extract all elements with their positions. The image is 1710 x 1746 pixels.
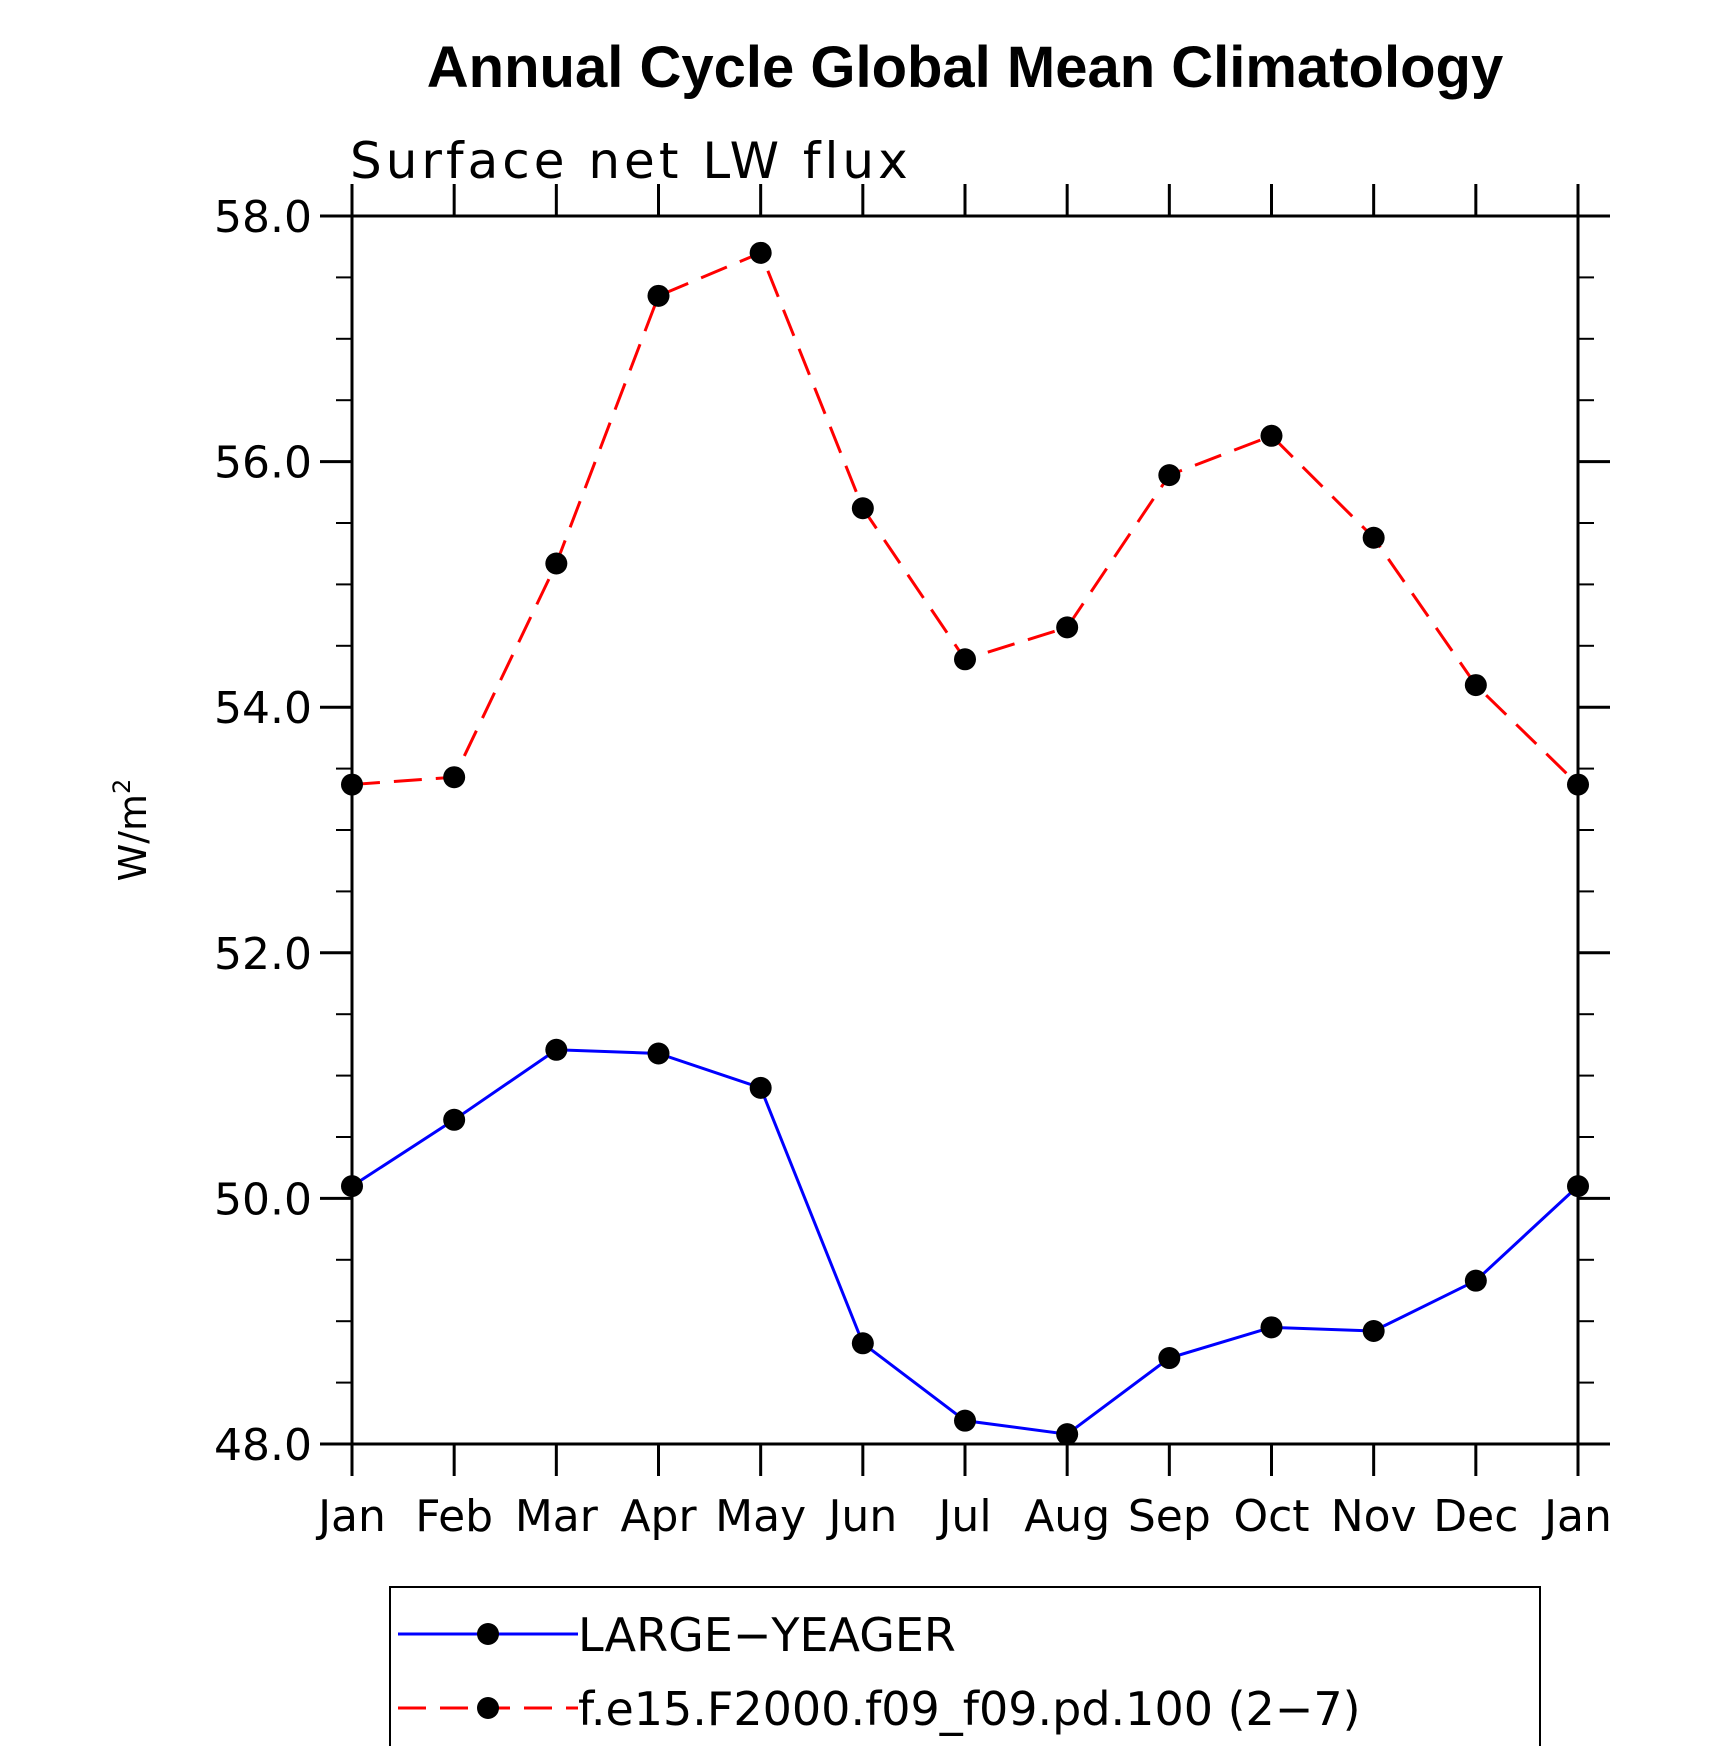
y-tick-label: 56.0 <box>214 438 312 489</box>
series-line-1 <box>351 1048 1580 1436</box>
series-1-point <box>954 1409 976 1432</box>
legend-marker-1 <box>477 1623 499 1645</box>
series-2-point <box>1567 773 1589 796</box>
legend-marker-2 <box>477 1697 499 1719</box>
chart-title: Annual Cycle Global Mean Climatology <box>427 35 1503 100</box>
series-1-point <box>647 1042 670 1065</box>
x-tick-label: Feb <box>415 1491 493 1542</box>
series-1-point <box>1362 1320 1385 1343</box>
x-tick-label: Jan <box>315 1491 386 1542</box>
series-2-point <box>1362 526 1385 549</box>
y-axis-label-text: W/m <box>111 794 155 881</box>
series-1-point <box>1056 1423 1079 1446</box>
y-axis-label-superscript: 2 <box>108 779 136 794</box>
series-1-point <box>851 1332 874 1355</box>
tick-labels: Jan Feb Mar Apr May Jun Jul Aug Sep Oct Nov Dec Jan4… <box>214 192 1612 1542</box>
series-1-point <box>1158 1347 1181 1370</box>
series-layer <box>341 241 1589 1446</box>
legend-box <box>389 1586 1541 1746</box>
chart-subtitle: Surface net LW flux <box>350 132 912 190</box>
axis-ticks <box>320 184 1610 1476</box>
series-2-point <box>1464 674 1487 697</box>
series-2-point <box>1056 616 1079 639</box>
legend: LARGE−YEAGER f.e15.F2000.f09_f09.pd.100 (… <box>398 1608 1361 1736</box>
x-tick-label: Jan <box>1541 1491 1612 1542</box>
series-2-point <box>954 648 976 671</box>
series-2-point <box>545 552 568 575</box>
x-tick-label: May <box>715 1491 806 1542</box>
legend-label-2: f.e15.F2000.f09_f09.pd.100 (2−7) <box>578 1682 1361 1736</box>
x-tick-label: Oct <box>1233 1491 1309 1542</box>
plot-frame <box>350 214 1580 1446</box>
x-tick-label: Sep <box>1128 1491 1211 1542</box>
x-tick-label: Aug <box>1024 1491 1110 1542</box>
series-1-point <box>1464 1269 1487 1292</box>
x-tick-label: Dec <box>1433 1491 1518 1542</box>
series-1-point <box>443 1108 466 1131</box>
series-1-point <box>1567 1175 1589 1198</box>
x-tick-label: Mar <box>515 1491 599 1542</box>
x-tick-label: Apr <box>620 1491 697 1542</box>
series-1-point <box>545 1038 568 1061</box>
series-2-point <box>647 284 670 307</box>
y-tick-label: 54.0 <box>214 683 312 734</box>
y-tick-label: 58.0 <box>214 192 312 243</box>
series-line-2 <box>351 250 1580 787</box>
series-2-point <box>1158 464 1181 487</box>
series-1-point <box>341 1175 363 1198</box>
x-tick-label: Jun <box>825 1491 897 1542</box>
series-1-point <box>1260 1316 1283 1339</box>
y-tick-label: 48.0 <box>214 1420 312 1471</box>
series-1-point <box>749 1076 772 1099</box>
y-axis-label: W/m2 <box>108 779 155 882</box>
series-2-point <box>341 773 363 796</box>
series-2-point <box>749 241 772 264</box>
x-tick-label: Nov <box>1331 1491 1417 1542</box>
svg-text:W/m2: W/m2 <box>108 779 155 882</box>
y-tick-label: 52.0 <box>214 929 312 980</box>
x-tick-label: Jul <box>935 1491 991 1542</box>
series-2-point <box>851 497 874 520</box>
series-2-point <box>443 766 466 789</box>
series-2-point <box>1260 424 1283 447</box>
y-tick-label: 50.0 <box>214 1174 312 1225</box>
legend-label-1: LARGE−YEAGER <box>578 1608 956 1662</box>
